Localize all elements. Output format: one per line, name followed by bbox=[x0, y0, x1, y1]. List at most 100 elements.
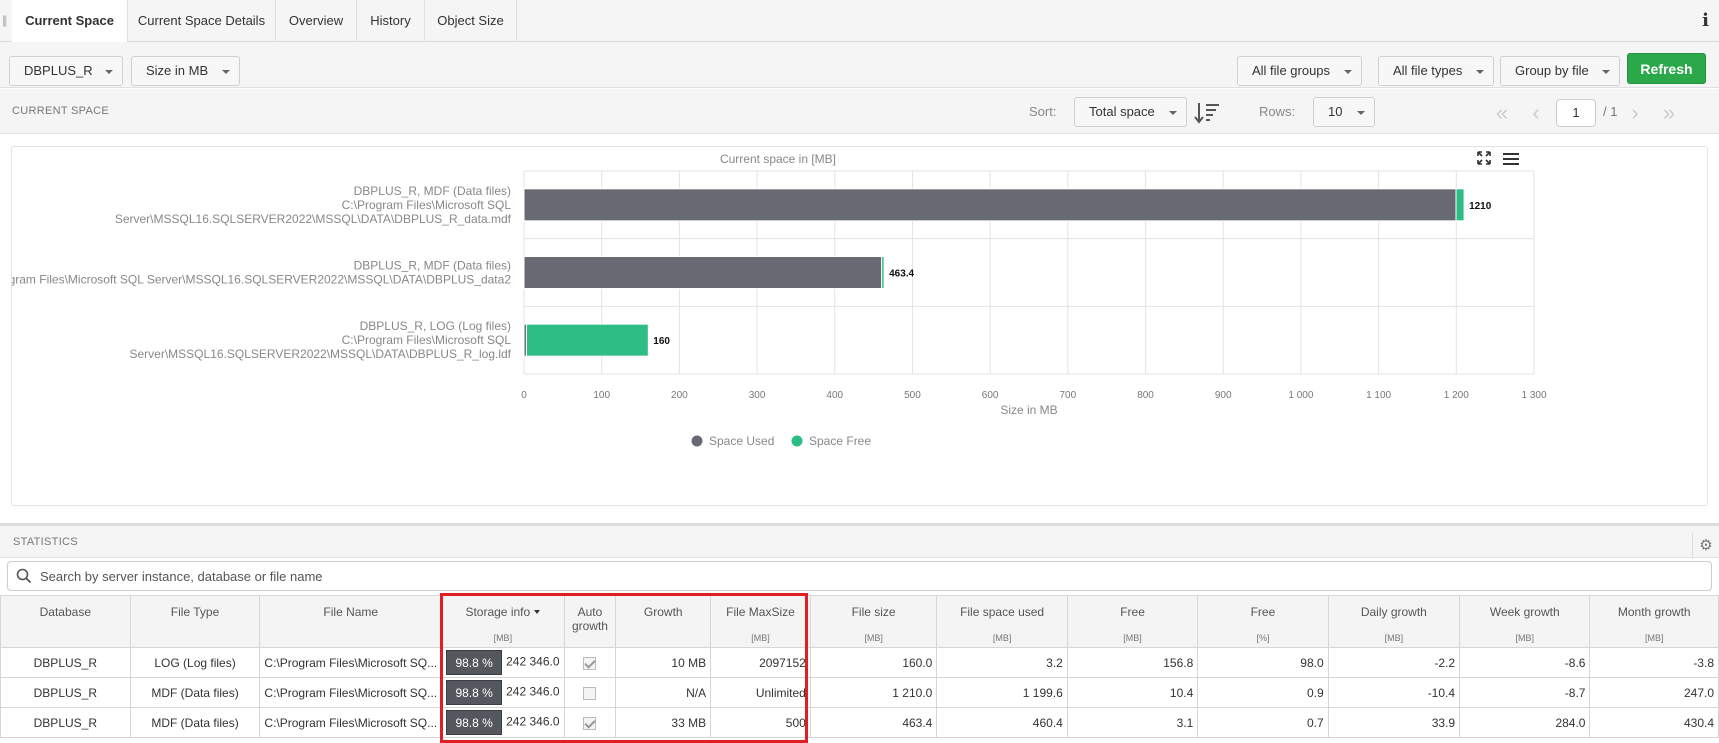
cell-growth: N/A bbox=[615, 677, 712, 708]
cell-auto-growth bbox=[563, 707, 617, 738]
chevron-down-icon bbox=[222, 70, 230, 74]
current-space-title: CURRENT SPACE bbox=[12, 105, 110, 117]
column-month-growth[interactable]: Month growth [MB] bbox=[1589, 595, 1719, 648]
column-file-type[interactable]: File Type bbox=[129, 595, 261, 648]
gear-icon[interactable]: ⚙ bbox=[1692, 533, 1719, 559]
column-storage-info[interactable]: Storage info [MB] bbox=[441, 595, 565, 648]
x-tick-label: 300 bbox=[749, 390, 766, 401]
column-file-space-used[interactable]: File space used [MB] bbox=[936, 595, 1068, 648]
file-types-dropdown[interactable]: All file types bbox=[1378, 56, 1494, 86]
x-tick-label: 1 000 bbox=[1288, 390, 1313, 401]
menu-icon[interactable] bbox=[1503, 153, 1519, 165]
chart-panel: Current space in [MB] 0 100 200 300 400 500 600… bbox=[11, 146, 1708, 506]
column-week-growth[interactable]: Week growth [MB] bbox=[1459, 595, 1591, 648]
column-growth[interactable]: Growth bbox=[615, 595, 712, 648]
cell-month: -3.8 bbox=[1589, 647, 1719, 678]
checkbox-checked-icon[interactable] bbox=[583, 716, 597, 730]
tab-bar: ||| Current Space Current Space Details … bbox=[0, 0, 1719, 43]
sort-label: Sort: bbox=[1029, 104, 1057, 119]
cell-auto-growth bbox=[563, 647, 617, 678]
column-free-mb[interactable]: Free [MB] bbox=[1066, 595, 1199, 648]
drag-handle-icon[interactable]: ||| bbox=[2, 13, 7, 27]
x-tick-label: 600 bbox=[982, 390, 999, 401]
prev-page-icon[interactable]: ‹ bbox=[1532, 100, 1540, 125]
database-dropdown[interactable]: DBPLUS_R bbox=[9, 56, 123, 86]
file-groups-dropdown[interactable]: All file groups bbox=[1237, 56, 1362, 86]
group-by-dropdown-label: Group by file bbox=[1515, 63, 1589, 78]
column-daily-growth[interactable]: Daily growth [MB] bbox=[1327, 595, 1461, 648]
tab-history[interactable]: History bbox=[357, 0, 425, 42]
category-label: DBPLUS_R, MDF (Data files) bbox=[354, 184, 511, 198]
table-row[interactable]: DBPLUS_R MDF (Data files) C:\Program Files… bbox=[0, 707, 1719, 738]
storage-percent-badge: 98.8 % bbox=[446, 680, 503, 705]
x-tick-label: 100 bbox=[593, 390, 610, 401]
cell-storage-info: 98.8 % 242 346.0 bbox=[441, 647, 565, 678]
checkbox-unchecked-icon[interactable] bbox=[583, 686, 597, 700]
cell-auto-growth bbox=[563, 677, 617, 708]
cell-file-type: MDF (Data files) bbox=[129, 707, 261, 738]
next-page-icon[interactable]: › bbox=[1631, 100, 1639, 125]
column-auto-growth[interactable]: Auto growth bbox=[563, 595, 617, 648]
expand-icon[interactable] bbox=[1477, 151, 1491, 165]
category-label: Server\MSSQL16.SQLSERVER2022\MSSQL\DATA\… bbox=[130, 347, 512, 361]
table-row[interactable]: DBPLUS_R MDF (Data files) C:\Program Files… bbox=[0, 677, 1719, 708]
x-axis-label: Size in MB bbox=[1000, 403, 1057, 417]
x-tick-label: 200 bbox=[671, 390, 688, 401]
cell-max-size: 500 bbox=[710, 707, 811, 738]
cell-space-used: 3.2 bbox=[936, 647, 1068, 678]
first-page-icon[interactable]: « bbox=[1495, 100, 1509, 125]
table-row[interactable]: DBPLUS_R LOG (Log files) C:\Program Files\… bbox=[0, 647, 1719, 678]
current-space-header bbox=[0, 89, 1719, 134]
table-header-row: Database File Type File Name Storage inf… bbox=[0, 595, 1719, 648]
column-free-pct[interactable]: Free [%] bbox=[1197, 595, 1329, 648]
group-by-dropdown[interactable]: Group by file bbox=[1500, 56, 1620, 86]
storage-value: 242 346.0 bbox=[506, 654, 560, 669]
cell-file-name: C:\Program Files\Microsoft SQ... bbox=[259, 647, 443, 678]
unit-dropdown-label: Size in MB bbox=[146, 63, 209, 78]
column-file-max-size[interactable]: File MaxSize [MB] bbox=[710, 595, 811, 648]
rows-dropdown[interactable]: 10 bbox=[1313, 97, 1375, 127]
cell-free-pct: 98.0 bbox=[1197, 647, 1329, 678]
page-number-input[interactable]: 1 bbox=[1556, 99, 1596, 127]
bar-space-used bbox=[523, 256, 883, 289]
refresh-button[interactable]: Refresh bbox=[1627, 53, 1706, 84]
statistics-title: STATISTICS bbox=[13, 536, 78, 548]
info-icon[interactable]: i bbox=[1702, 10, 1709, 31]
data-label: 1210 bbox=[1469, 201, 1492, 212]
x-tick-label: 500 bbox=[904, 390, 921, 401]
sort-direction-icon[interactable] bbox=[1193, 100, 1221, 126]
tab-current-space[interactable]: Current Space bbox=[12, 0, 128, 43]
x-tick-label: 0 bbox=[521, 390, 527, 401]
unit-dropdown[interactable]: Size in MB bbox=[131, 56, 240, 86]
statistics-table: Database File Type File Name Storage inf… bbox=[0, 595, 1719, 738]
category-label: Server\MSSQL16.SQLSERVER2022\MSSQL\DATA\… bbox=[115, 212, 512, 226]
cell-growth: 33 MB bbox=[615, 707, 712, 738]
rows-label: Rows: bbox=[1259, 104, 1296, 119]
chevron-down-icon bbox=[1476, 70, 1484, 74]
database-dropdown-label: DBPLUS_R bbox=[24, 63, 93, 78]
tab-current-space-details[interactable]: Current Space Details bbox=[128, 0, 276, 42]
cell-month: 430.4 bbox=[1589, 707, 1719, 738]
cell-daily: 33.9 bbox=[1327, 707, 1461, 738]
column-database[interactable]: Database bbox=[0, 595, 131, 648]
legend-marker bbox=[791, 435, 803, 447]
sort-dropdown[interactable]: Total space bbox=[1074, 97, 1187, 127]
column-file-size[interactable]: File size [MB] bbox=[809, 595, 938, 648]
checkbox-checked-icon[interactable] bbox=[583, 656, 597, 670]
cell-database: DBPLUS_R bbox=[0, 647, 131, 678]
x-tick-label: 700 bbox=[1060, 390, 1077, 401]
cell-free-pct: 0.9 bbox=[1197, 677, 1329, 708]
legend-entry: Space Free bbox=[809, 434, 871, 448]
category-label: C:\Program Files\Microsoft SQL bbox=[342, 333, 512, 347]
last-page-icon[interactable]: » bbox=[1662, 100, 1676, 125]
chevron-down-icon bbox=[1357, 111, 1365, 115]
cell-file-size: 160.0 bbox=[809, 647, 938, 678]
search-input[interactable] bbox=[38, 562, 1698, 590]
search-box bbox=[7, 561, 1712, 591]
file-groups-dropdown-label: All file groups bbox=[1252, 63, 1331, 78]
tab-object-size[interactable]: Object Size bbox=[425, 0, 517, 42]
column-file-name[interactable]: File Name bbox=[259, 595, 443, 648]
chart-title: Current space in [MB] bbox=[720, 152, 836, 166]
tab-overview[interactable]: Overview bbox=[276, 0, 357, 42]
search-icon bbox=[16, 568, 32, 584]
